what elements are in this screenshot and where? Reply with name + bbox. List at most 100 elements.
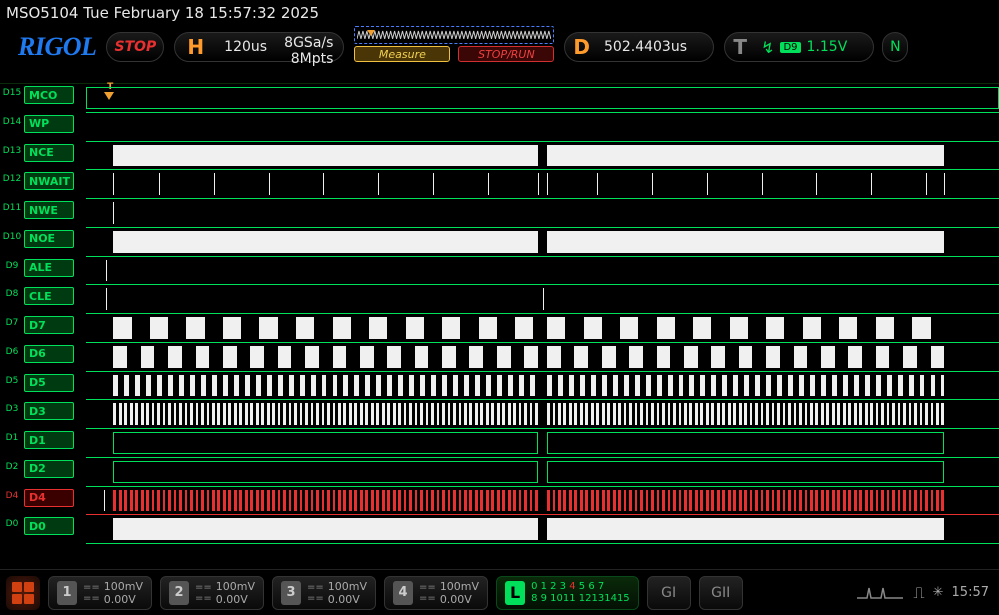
- channel-row-NCE[interactable]: D13NCE: [0, 142, 999, 171]
- delay-pill[interactable]: D 502.4403us: [564, 32, 714, 62]
- channel-row-WP[interactable]: D14WP: [0, 113, 999, 142]
- analog-values: 100mV0.00V: [440, 580, 479, 606]
- delay-value: 502.4403us: [604, 39, 687, 55]
- channel-row-D1[interactable]: D1D1: [0, 429, 999, 458]
- channel-trace: [86, 257, 999, 286]
- model-timestamp: MSO5104 Tue February 18 15:57:32 2025: [6, 4, 319, 22]
- channel-tag: D3: [24, 402, 74, 420]
- channel-tag: D4: [24, 489, 74, 507]
- coupling-icon: ====: [419, 582, 436, 604]
- analog-ch-number: 4: [393, 581, 413, 605]
- analog-ch-number: 3: [281, 581, 301, 605]
- waveform-area[interactable]: D15MCOTD14WPD13NCED12NWAITD11NWED10NOED9…: [0, 83, 999, 543]
- brand-logo: RIGOL: [18, 32, 96, 62]
- channel-trace: [86, 228, 999, 257]
- channel-index: D8: [2, 289, 22, 299]
- channel-index: D2: [2, 462, 22, 472]
- channel-tag: ALE: [24, 259, 74, 277]
- channel-index: D0: [2, 519, 22, 529]
- coupling-icon: ====: [83, 582, 100, 604]
- channel-row-NOE[interactable]: D10NOE: [0, 228, 999, 257]
- clock-icon: ✳: [933, 585, 944, 600]
- channel-index: D14: [2, 117, 22, 127]
- channel-row-D0[interactable]: D0D0: [0, 515, 999, 544]
- bottom-toolbar: 1====100mV0.00V2====100mV0.00V3====100mV…: [0, 569, 999, 615]
- channel-trace: [86, 343, 999, 372]
- channel-tag: NCE: [24, 144, 74, 162]
- channel-tag: D0: [24, 517, 74, 535]
- preview-trigger-marker: [367, 21, 375, 40]
- channel-tag: D6: [24, 345, 74, 363]
- trigger-source-badge: D9: [780, 42, 800, 53]
- channel-trace: [86, 285, 999, 314]
- channel-row-D7[interactable]: D7D7: [0, 314, 999, 343]
- coupling-icon: ====: [307, 582, 324, 604]
- analog-ch-number: 2: [169, 581, 189, 605]
- channel-row-CLE[interactable]: D8CLE: [0, 285, 999, 314]
- channel-index: D13: [2, 146, 22, 156]
- channel-trace: [86, 487, 999, 516]
- channel-tag: D7: [24, 316, 74, 334]
- logic-channels-card[interactable]: L 0 1 2 3 4 5 6 7 8 9 1011 12131415: [496, 576, 639, 610]
- channel-tag: D1: [24, 431, 74, 449]
- measure-button[interactable]: Measure: [354, 46, 450, 62]
- channel-row-MCO[interactable]: D15MCOT: [0, 84, 999, 113]
- channel-trace: [86, 314, 999, 343]
- channel-row-D2[interactable]: D2D2: [0, 458, 999, 487]
- channel-trace: [86, 458, 999, 487]
- channel-trace: [86, 429, 999, 458]
- analog-channel-3[interactable]: 3 ====100mV0.00V: [272, 576, 376, 610]
- status-tray: ⎍ ✳ 15:57: [855, 583, 989, 603]
- pulse-icon: [855, 584, 905, 602]
- trigger-mode-pill[interactable]: N: [882, 32, 908, 62]
- channel-index: D7: [2, 318, 22, 328]
- channel-trace: [86, 142, 999, 171]
- trigger-pill[interactable]: T ↯ D9 1.15V: [724, 32, 874, 62]
- analog-values: 100mV0.00V: [328, 580, 367, 606]
- channel-index: D9: [2, 261, 22, 271]
- channel-tag: D5: [24, 374, 74, 392]
- channel-trace: [86, 199, 999, 228]
- timebase-h-icon: H: [187, 35, 204, 59]
- g2-card[interactable]: GII: [699, 576, 743, 610]
- edge-icon: ↯: [761, 38, 774, 57]
- sample-rate: 8GSa/s: [284, 35, 333, 51]
- channel-row-D6[interactable]: D6D6: [0, 343, 999, 372]
- channel-row-NWAIT[interactable]: D12NWAIT: [0, 170, 999, 199]
- channel-trace: [86, 170, 999, 199]
- analog-channel-1[interactable]: 1====100mV0.00V: [48, 576, 152, 610]
- channel-row-D5[interactable]: D5D5: [0, 372, 999, 401]
- channel-index: D3: [2, 404, 22, 414]
- channel-tag: CLE: [24, 287, 74, 305]
- channel-index: D11: [2, 203, 22, 213]
- memory-preview[interactable]: [354, 26, 554, 44]
- clock-time: 15:57: [952, 585, 989, 600]
- channel-tag: NOE: [24, 230, 74, 248]
- channel-trace: [86, 113, 999, 142]
- channel-tag: WP: [24, 115, 74, 133]
- analog-ch-number: 1: [57, 581, 77, 605]
- trigger-t-icon: T: [733, 35, 747, 59]
- stop-run-button[interactable]: STOP/RUN: [458, 46, 554, 62]
- channel-tag: NWE: [24, 201, 74, 219]
- channel-trace: [86, 515, 999, 544]
- channel-index: D4: [2, 491, 22, 501]
- usb-icon: ⎍: [913, 583, 924, 603]
- analog-channel-2[interactable]: 2====100mV0.00V: [160, 576, 264, 610]
- function-grid-icon[interactable]: [6, 576, 40, 610]
- top-toolbar: RIGOL STOP H 120us 8GSa/s 8Mpts Measure …: [0, 26, 999, 68]
- logic-l-icon: L: [505, 581, 525, 605]
- analog-channel-4[interactable]: 4 ====100mV0.00V: [384, 576, 488, 610]
- channel-row-D3[interactable]: D3D3: [0, 400, 999, 429]
- g1-card[interactable]: GI: [647, 576, 691, 610]
- channel-trace: T: [86, 84, 999, 113]
- coupling-icon: ====: [195, 582, 212, 604]
- timebase-value: 120us: [224, 39, 267, 55]
- channel-row-NWE[interactable]: D11NWE: [0, 199, 999, 228]
- trigger-level: 1.15V: [807, 39, 848, 55]
- run-status-pill[interactable]: STOP: [106, 32, 164, 62]
- channel-tag: NWAIT: [24, 172, 74, 190]
- timebase-pill[interactable]: H 120us 8GSa/s 8Mpts: [174, 32, 344, 62]
- channel-row-D4[interactable]: D4D4: [0, 487, 999, 516]
- channel-row-ALE[interactable]: D9ALE: [0, 257, 999, 286]
